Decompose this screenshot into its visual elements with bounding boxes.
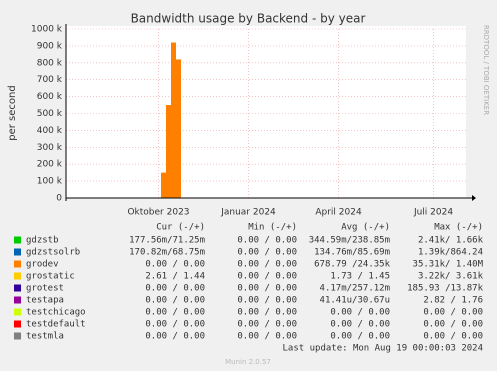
table-cell: 2.41k/ 1.66k: [418, 236, 484, 246]
table-cell: 185.93 /13.87k: [407, 284, 483, 294]
y-tick-label: 1000 k: [31, 25, 63, 35]
legend-label: grostatic: [26, 272, 75, 282]
legend-label: gdzstsolrb: [26, 248, 80, 258]
table-cell: 0.00 / 0.00: [237, 332, 297, 342]
y-tick-label: 700 k: [37, 75, 63, 85]
area-segment: [176, 59, 181, 198]
legend-swatch: [14, 332, 21, 340]
y-tick-label: 800 k: [37, 58, 63, 68]
x-tick-label: April 2024: [315, 208, 362, 218]
y-tick-label: 100 k: [37, 177, 63, 187]
table-cell: 0.00 / 0.00: [423, 320, 483, 330]
table-cell: 678.79 /24.35k: [314, 260, 390, 270]
y-tick-label: 500 k: [37, 109, 63, 119]
legend-swatch: [14, 260, 21, 268]
legend-label: testchicago: [26, 308, 86, 318]
x-tick-label: Juli 2024: [413, 208, 453, 218]
y-axis-label: per second: [7, 85, 18, 140]
y-tick-label: 900 k: [37, 41, 63, 51]
table-cell: 344.59m/238.85m: [309, 236, 390, 246]
table-cell: 41.41u/30.67u: [320, 296, 390, 306]
legend-swatch: [14, 236, 21, 244]
legend-label: testmla: [26, 332, 64, 342]
table-cell: 0.00 / 0.00: [145, 332, 205, 342]
table-cell: 177.56m/71.25m: [129, 236, 205, 246]
legend-label: grotest: [26, 284, 64, 294]
table-cell: 0.00 / 0.00: [145, 308, 205, 318]
axis-arrow: [472, 195, 476, 201]
side-label: RRDTOOL / TOBI OETIKER: [482, 25, 490, 115]
table-cell: 0.00 / 0.00: [237, 272, 297, 282]
y-tick-label: 400 k: [37, 126, 63, 136]
table-cell: 2.61 / 1.44: [145, 272, 205, 282]
legend-swatch: [14, 296, 21, 304]
footer: Munin 2.0.57: [225, 358, 271, 366]
table-cell: 0.00 / 0.00: [237, 320, 297, 330]
y-tick-label: 300 k: [37, 143, 63, 153]
table-cell: 0.00 / 0.00: [423, 308, 483, 318]
table-header: Max (-/+): [434, 223, 483, 233]
legend-swatch: [14, 308, 21, 316]
x-tick-label: Januar 2024: [220, 208, 276, 218]
table-cell: 0.00 / 0.00: [237, 248, 297, 258]
table-cell: 0.00 / 0.00: [237, 236, 297, 246]
table-cell: 0.00 / 0.00: [145, 296, 205, 306]
last-update: Last update: Mon Aug 19 00:00:03 2024: [283, 344, 483, 354]
chart-title: Bandwidth usage by Backend - by year: [131, 12, 366, 26]
table-cell: 0.00 / 0.00: [330, 320, 390, 330]
table-cell: 0.00 / 0.00: [237, 260, 297, 270]
table-cell: 0.00 / 0.00: [237, 284, 297, 294]
area-segment: [161, 172, 166, 198]
plot-area: [66, 26, 466, 198]
legend-swatch: [14, 272, 21, 280]
table-cell: 0.00 / 0.00: [237, 296, 297, 306]
table-header: Cur (-/+): [156, 223, 205, 233]
table-cell: 35.31k/ 1.40M: [413, 260, 484, 270]
legend-swatch: [14, 284, 21, 292]
y-tick-label: 600 k: [37, 92, 63, 102]
table-cell: 0.00 / 0.00: [145, 260, 205, 270]
table-cell: 2.82 / 1.76: [423, 296, 483, 306]
table-cell: 0.00 / 0.00: [145, 320, 205, 330]
table-cell: 4.17m/257.12m: [320, 284, 390, 294]
y-tick-label: 0: [56, 194, 62, 204]
legend-label: gdzstb: [26, 236, 59, 246]
table-cell: 0.00 / 0.00: [330, 332, 390, 342]
area-segment: [171, 42, 176, 198]
legend-swatch: [14, 320, 21, 328]
legend-swatch: [14, 248, 21, 256]
y-tick-label: 200 k: [37, 160, 63, 170]
table-cell: 3.22k/ 3.61k: [418, 272, 484, 282]
table-cell: 0.00 / 0.00: [237, 308, 297, 318]
table-cell: 134.76m/85.69m: [314, 248, 390, 258]
table-cell: 170.82m/68.75m: [129, 248, 205, 258]
table-header: Avg (-/+): [341, 223, 390, 233]
legend-label: testdefault: [26, 320, 86, 330]
table-cell: 1.73 / 1.45: [330, 272, 390, 282]
table-cell: 0.00 / 0.00: [423, 332, 483, 342]
x-tick-label: Oktober 2023: [127, 208, 189, 218]
table-cell: 1.39k/864.24: [418, 248, 483, 258]
table-cell: 0.00 / 0.00: [330, 308, 390, 318]
legend-label: testapa: [26, 296, 64, 306]
legend-label: grodev: [26, 260, 59, 270]
table-header: Min (-/+): [248, 223, 297, 233]
table-cell: 0.00 / 0.00: [145, 284, 205, 294]
area-segment: [166, 105, 171, 198]
